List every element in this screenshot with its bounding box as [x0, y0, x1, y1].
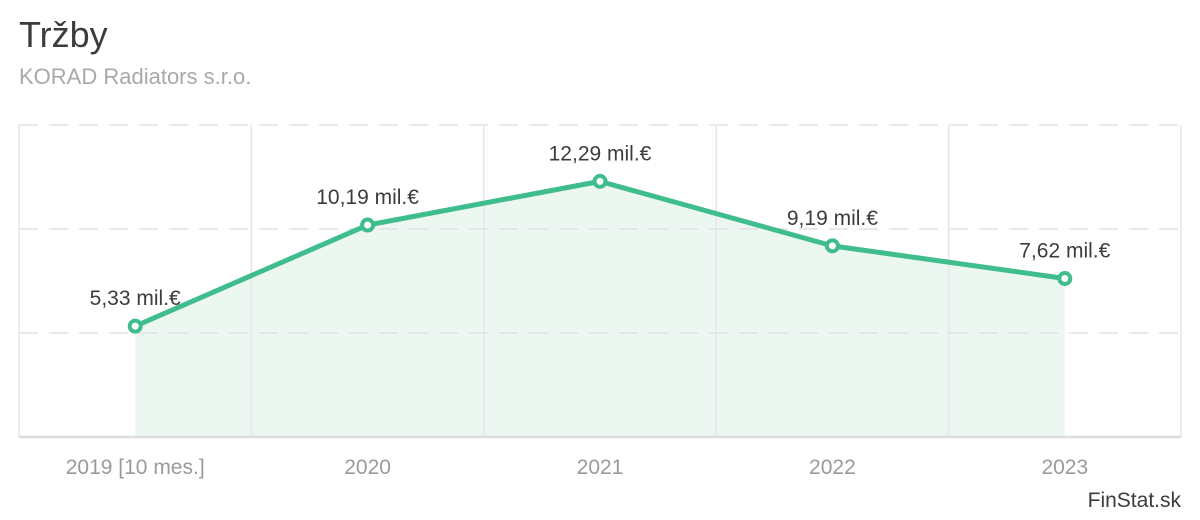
chart-area-fill	[135, 181, 1065, 437]
data-point-2023[interactable]	[1057, 271, 1073, 287]
data-point-2022[interactable]	[824, 238, 840, 254]
x-axis-label: 2019 [10 mes.]	[66, 456, 205, 479]
x-axis-label: 2021	[577, 456, 624, 479]
data-point-2021[interactable]	[592, 173, 608, 189]
x-axis-label: 2020	[344, 456, 391, 479]
data-point-2020[interactable]	[360, 217, 376, 233]
company-subtitle: KORAD Radiators s.r.o.	[19, 64, 252, 89]
value-label: 12,29 mil.€	[549, 142, 652, 165]
x-axis-label: 2023	[1041, 456, 1088, 479]
x-axis-label: 2022	[809, 456, 856, 479]
value-label: 7,62 mil.€	[1019, 240, 1110, 263]
value-label: 10,19 mil.€	[316, 186, 419, 209]
value-label: 5,33 mil.€	[90, 287, 181, 310]
finstat-watermark[interactable]: FinStat.sk	[1087, 489, 1181, 512]
value-label: 9,19 mil.€	[787, 207, 878, 230]
data-point-2019[interactable]	[127, 318, 143, 334]
chart-title: Tržby	[19, 14, 108, 55]
